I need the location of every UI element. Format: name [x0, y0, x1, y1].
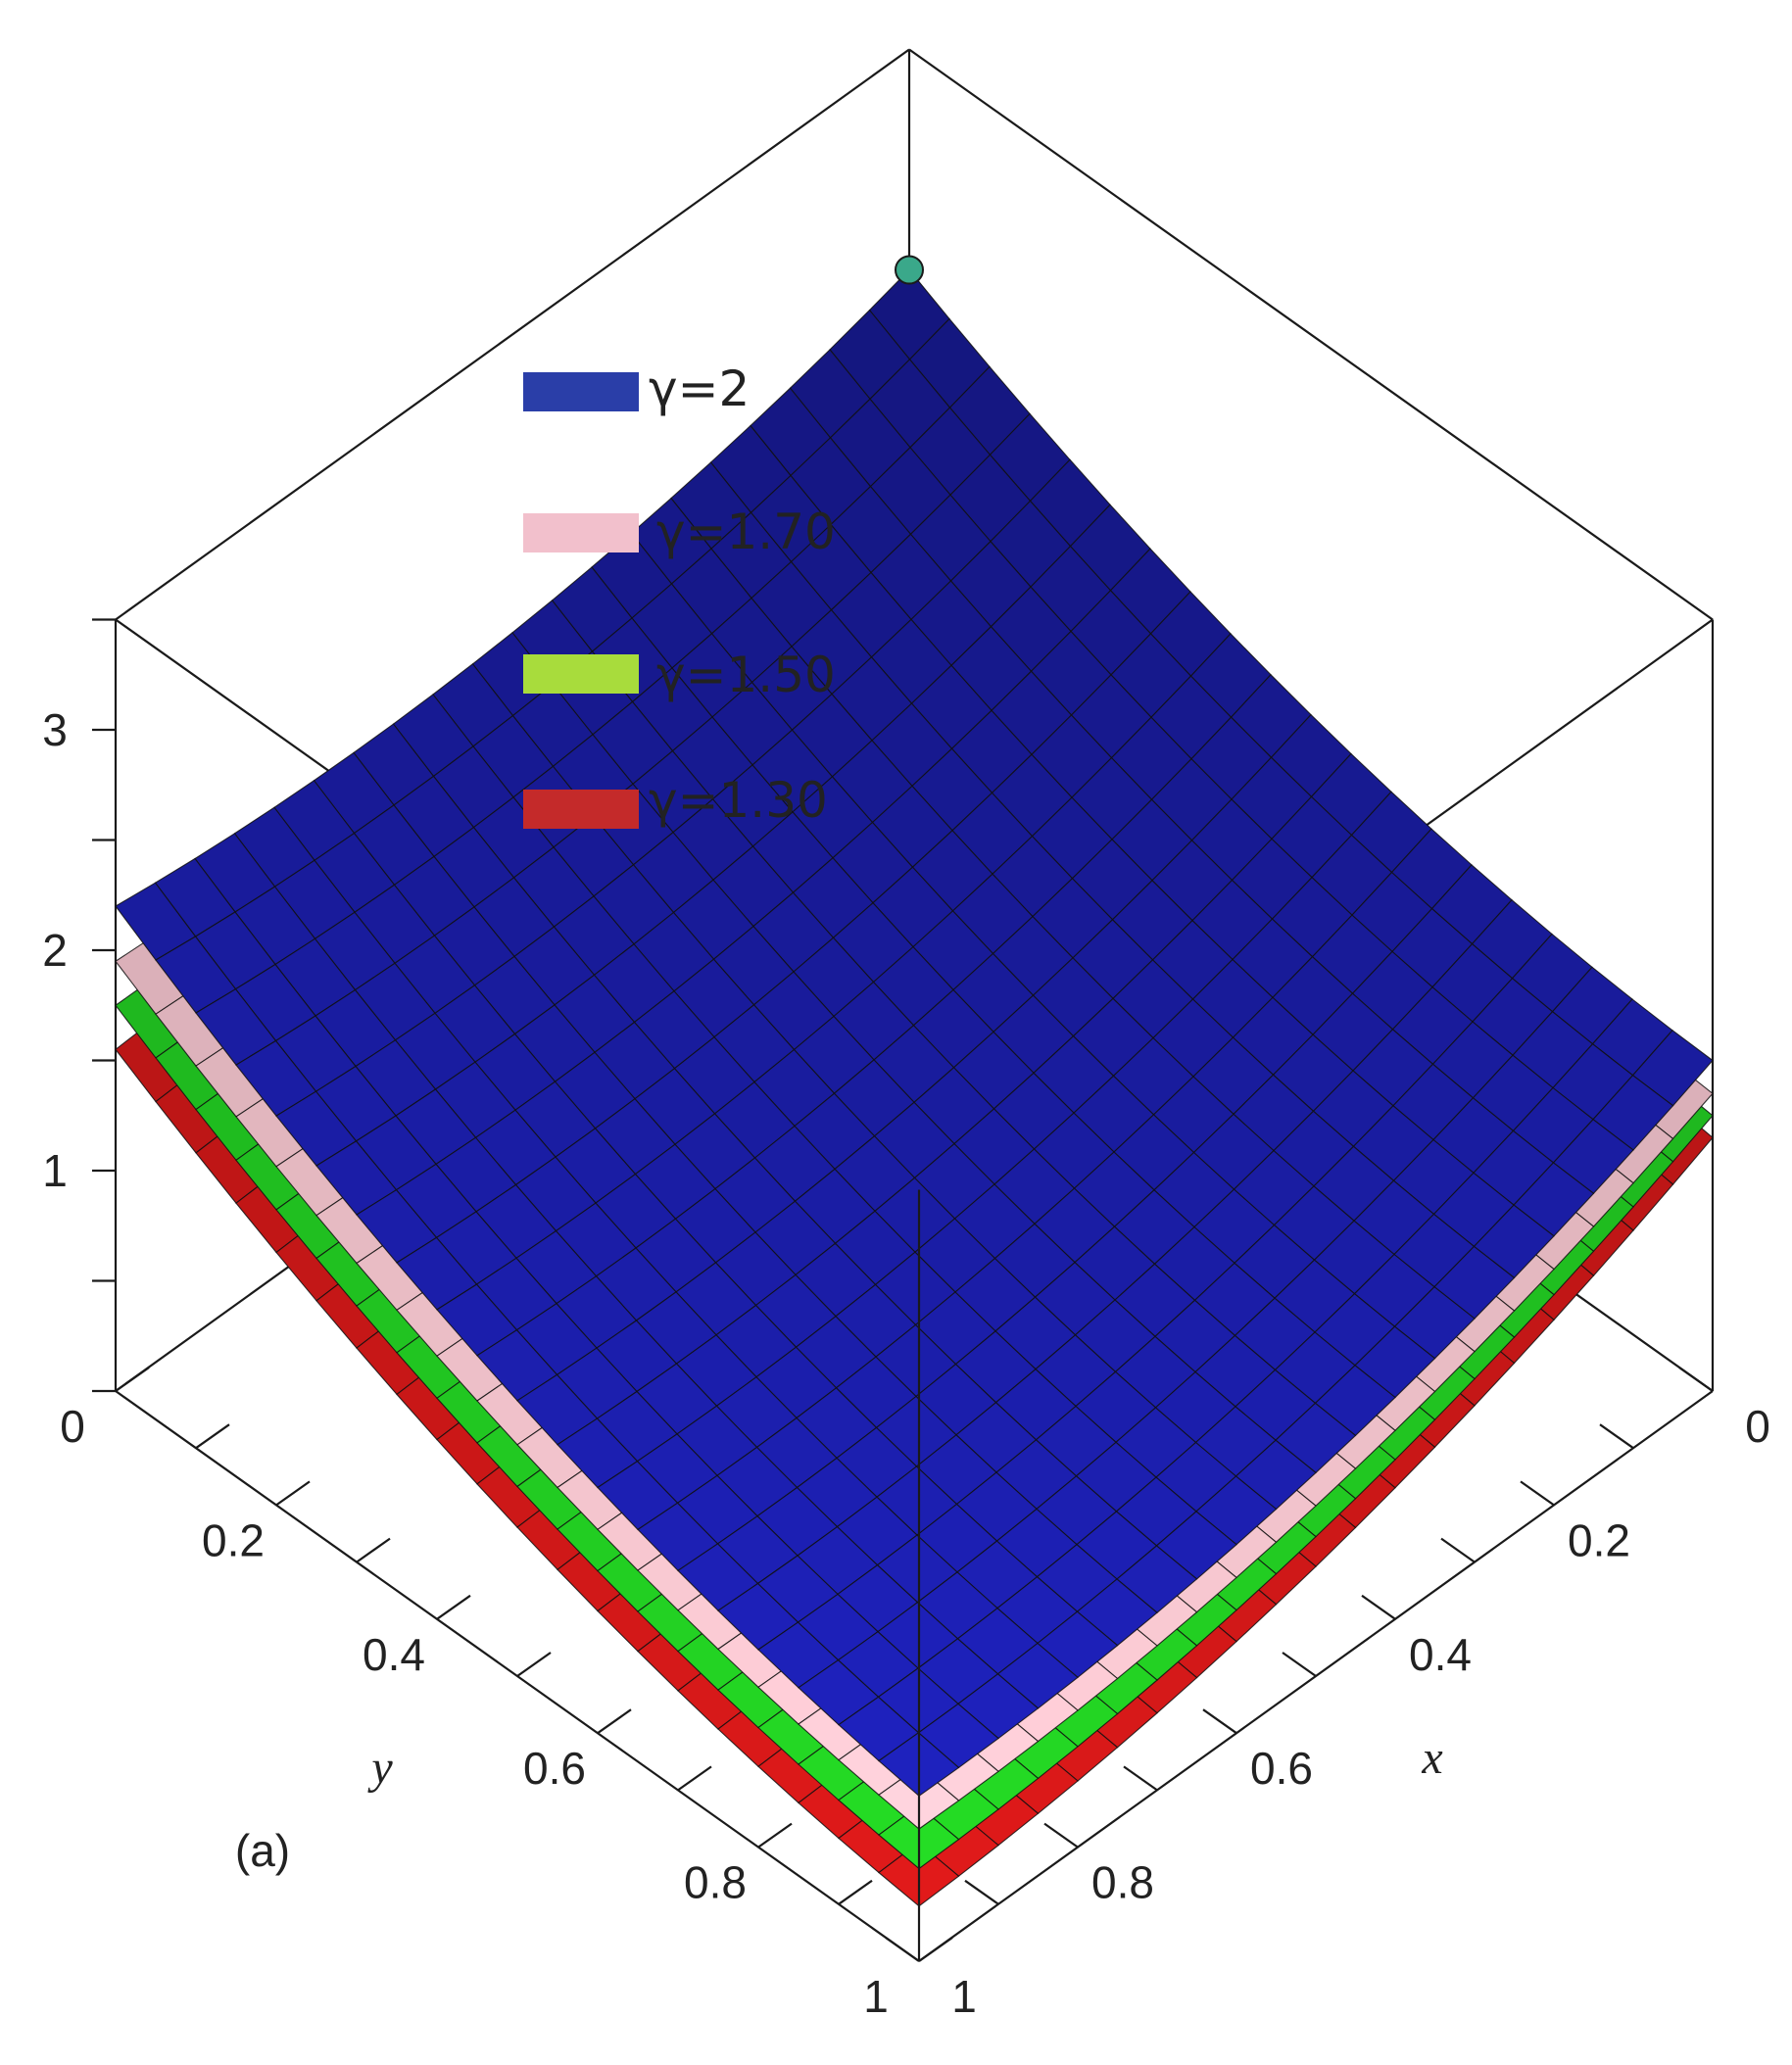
x-tick-label-0: 0 [1745, 1401, 1770, 1452]
x-tick-mark [1202, 1708, 1237, 1735]
x-tick-mark [1123, 1765, 1158, 1792]
legend: γ=2 γ=1.70 γ=1.50 γ=1.30 [523, 360, 836, 829]
legend-swatch-gamma-1-70 [523, 513, 639, 552]
x-tick-label-3: 0.6 [1250, 1743, 1313, 1794]
y-tick-mark [436, 1594, 471, 1620]
y-tick-mark [356, 1537, 391, 1563]
y-tick-mark [275, 1480, 311, 1507]
x-tick-mark [964, 1879, 999, 1905]
y-tick-mark [918, 1937, 953, 1962]
y-tick-mark [195, 1423, 230, 1450]
x-tick-mark [1361, 1594, 1396, 1620]
surface-layers [115, 255, 1714, 1907]
y-tick-mark [757, 1822, 793, 1849]
x-tick-mark [885, 1937, 920, 1962]
z-tick-label-3: 3 [42, 704, 68, 755]
apex-marker [895, 255, 924, 285]
x-tick-mark [1599, 1423, 1634, 1450]
y-tick-label-2: 0.4 [363, 1629, 425, 1680]
x-tick-mark [1440, 1537, 1476, 1563]
y-tick-label-0: 0 [60, 1401, 85, 1452]
x-tick-label-5: 1 [951, 1971, 977, 2022]
legend-label-gamma-2: γ=2 [649, 360, 750, 417]
y-tick-mark [677, 1765, 712, 1792]
x-tick-label-2: 0.4 [1409, 1629, 1472, 1680]
x-tick-mark [1678, 1367, 1714, 1392]
panel-label: (a) [235, 1825, 290, 1876]
legend-swatch-gamma-1-50 [523, 654, 639, 694]
box-edge-top-right [908, 48, 1714, 621]
y-tick-label-3: 0.6 [523, 1743, 586, 1794]
y-tick-label-5: 1 [863, 1971, 889, 2022]
y-tick-label-4: 0.8 [684, 1857, 747, 1908]
legend-label-gamma-1-30: γ=1.30 [649, 772, 828, 829]
y-tick-mark [115, 1367, 150, 1392]
box-edge-top-left [115, 48, 910, 621]
z-tick-label-2: 2 [42, 925, 68, 976]
legend-label-gamma-1-50: γ=1.50 [656, 647, 836, 703]
x-tick-mark [1282, 1652, 1317, 1677]
y-tick-mark [597, 1708, 632, 1735]
legend-swatch-gamma-1-30 [523, 790, 639, 829]
y-tick-mark [838, 1879, 873, 1905]
axis-ticks: 0 0.2 0.4 0.6 0.8 1 0 0.2 0.4 0.6 0.8 1 1 2 3 [42, 618, 1770, 2022]
legend-label-gamma-1-70: γ=1.70 [656, 504, 836, 560]
x-tick-mark [1520, 1480, 1555, 1507]
x-tick-label-1: 0.2 [1568, 1514, 1630, 1565]
x-axis-label: x [1421, 1732, 1442, 1784]
surface-series-0 [115, 268, 1714, 1798]
y-tick-mark [516, 1652, 552, 1677]
y-tick-label-1: 0.2 [202, 1514, 265, 1565]
legend-swatch-gamma-2 [523, 372, 639, 411]
z-tick-label-1: 1 [42, 1145, 68, 1196]
x-tick-label-4: 0.8 [1091, 1857, 1154, 1908]
y-axis-label: y [366, 1742, 393, 1794]
x-tick-mark [1043, 1822, 1079, 1849]
